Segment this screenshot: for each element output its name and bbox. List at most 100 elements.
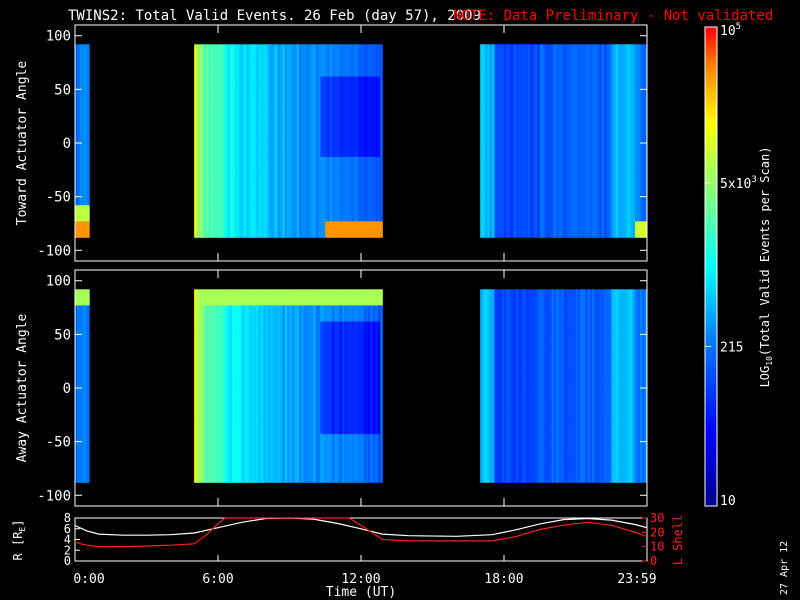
heat-cell: [241, 92, 245, 102]
heat-cell: [75, 361, 78, 371]
heat-cell: [201, 426, 205, 435]
heat-cell: [375, 116, 379, 126]
heat-cell: [232, 221, 236, 230]
heat-cell: [372, 116, 376, 126]
heat-cell: [275, 418, 278, 427]
heat-cell: [575, 84, 579, 93]
heat-cell: [256, 205, 259, 214]
heat-cell: [589, 164, 593, 174]
heat-cell: [501, 132, 505, 142]
heat-cell: [332, 76, 336, 85]
heat-cell: [208, 450, 212, 459]
heat-cell: [337, 68, 340, 77]
heat-cell: [206, 181, 209, 190]
heat-cell: [501, 68, 505, 77]
heat-cell: [86, 197, 90, 206]
heat-cell: [496, 124, 500, 134]
heat-cell: [301, 345, 305, 355]
heat-cell: [299, 401, 302, 411]
heat-cell: [539, 100, 543, 110]
heat-cell: [494, 100, 498, 110]
heat-cell: [594, 52, 598, 61]
heat-cell: [208, 68, 212, 77]
heat-cell: [215, 221, 219, 230]
heat-cell: [325, 148, 329, 158]
heat-cell: [570, 76, 574, 85]
heat-cell: [625, 140, 629, 150]
heat-cell: [565, 197, 569, 206]
heat-cell: [632, 116, 636, 126]
heat-cell: [275, 108, 278, 118]
heat-cell: [291, 213, 295, 222]
heat-cell: [239, 205, 243, 214]
heat-cell: [523, 221, 526, 230]
heat-cell: [299, 426, 302, 435]
heat-cell: [539, 124, 543, 134]
heat-cell: [358, 124, 362, 134]
heat-cell: [327, 132, 331, 142]
heat-cell: [480, 44, 483, 53]
heat-cell: [527, 140, 531, 150]
heat-cell: [294, 140, 298, 150]
heat-cell: [265, 100, 269, 110]
heat-cell: [482, 205, 486, 214]
heat-cell: [239, 385, 243, 395]
heat-cell: [499, 68, 503, 77]
heat-cell: [627, 92, 631, 102]
heat-cell: [487, 156, 491, 166]
heat-cell: [349, 68, 352, 77]
heat-cell: [349, 213, 352, 222]
heat-cell: [299, 329, 302, 338]
heat-cell: [616, 164, 619, 174]
heat-cell: [530, 181, 533, 190]
heat-cell: [260, 84, 264, 93]
heat-cell: [198, 68, 202, 77]
heat-cell: [365, 181, 369, 190]
heat-cell: [75, 148, 78, 158]
heat-cell: [542, 229, 545, 238]
heat-cell: [289, 289, 293, 298]
heat-cell: [270, 108, 274, 118]
heat-cell: [203, 60, 207, 69]
heat-cell: [263, 313, 267, 322]
heat-cell: [294, 305, 298, 314]
heat-cell: [287, 156, 290, 166]
heat-cell: [213, 148, 217, 158]
heat-cell: [234, 164, 238, 174]
heat-cell: [632, 108, 636, 118]
heat-cell: [287, 409, 290, 419]
heat-cell: [208, 197, 212, 206]
heat-cell: [268, 60, 271, 69]
heat-cell: [289, 369, 293, 379]
heat-cell: [291, 466, 295, 475]
heat-cell: [79, 297, 83, 306]
heat-cell: [318, 84, 321, 93]
heat-cell: [246, 401, 250, 411]
heat-cell: [213, 418, 217, 427]
heat-cell: [604, 116, 607, 126]
heat-cell: [494, 221, 498, 230]
heat-cell: [232, 345, 236, 355]
heat-cell: [582, 140, 586, 150]
heat-cell: [637, 229, 641, 238]
heat-cell: [525, 181, 529, 190]
heat-cell: [351, 140, 355, 150]
heat-cell: [606, 221, 610, 230]
heat-cell: [268, 353, 271, 363]
heat-cell: [272, 92, 276, 102]
heat-cell: [291, 401, 295, 411]
heat-cell: [318, 213, 321, 222]
heat-cell: [585, 44, 588, 53]
heat-cell: [580, 84, 584, 93]
heat-cell: [334, 44, 338, 53]
heat-cell: [208, 221, 212, 230]
heat-cell: [256, 297, 259, 306]
heat-cell: [279, 164, 283, 174]
heat-cell: [294, 418, 298, 427]
heat-cell: [232, 124, 236, 134]
heat-cell: [296, 289, 300, 298]
heat-cell: [232, 189, 236, 198]
heat-cell: [525, 44, 529, 53]
heat-cell: [260, 377, 264, 387]
heat-cell: [196, 100, 200, 110]
